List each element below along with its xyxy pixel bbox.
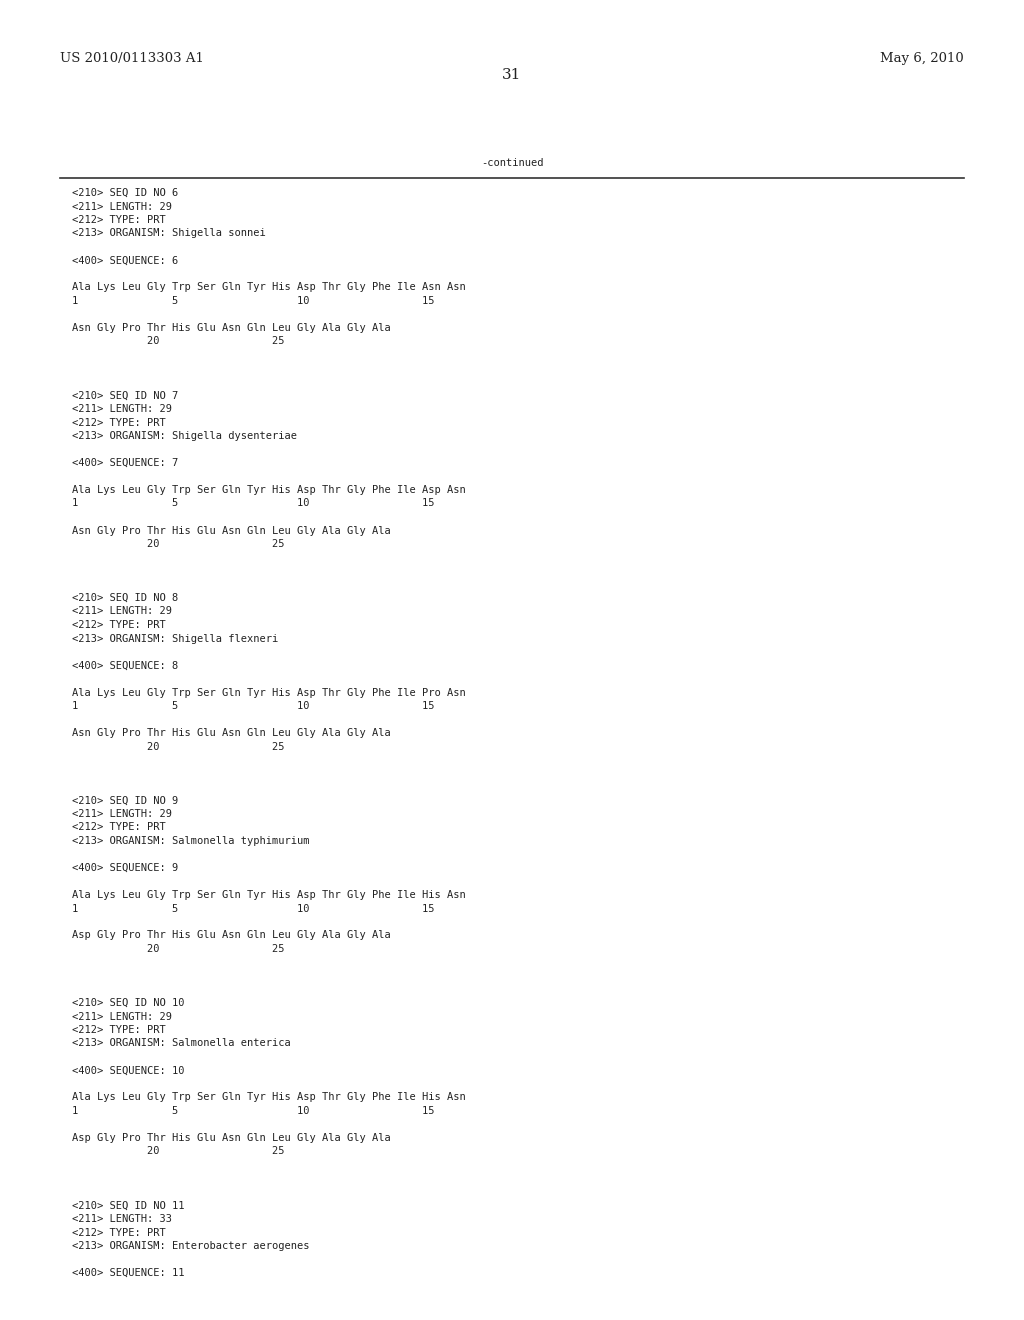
Text: <400> SEQUENCE: 10: <400> SEQUENCE: 10 (72, 1065, 184, 1076)
Text: Asp Gly Pro Thr His Glu Asn Gln Leu Gly Ala Gly Ala: Asp Gly Pro Thr His Glu Asn Gln Leu Gly … (72, 931, 391, 940)
Text: Ala Lys Leu Gly Trp Ser Gln Tyr His Asp Thr Gly Phe Ile His Asn: Ala Lys Leu Gly Trp Ser Gln Tyr His Asp … (72, 890, 466, 900)
Text: <212> TYPE: PRT: <212> TYPE: PRT (72, 417, 166, 428)
Text: Ala Lys Leu Gly Trp Ser Gln Tyr His Asp Thr Gly Phe Ile Pro Asn: Ala Lys Leu Gly Trp Ser Gln Tyr His Asp … (72, 688, 466, 697)
Text: Ala Lys Leu Gly Trp Ser Gln Tyr His Asp Thr Gly Phe Ile Asp Asn: Ala Lys Leu Gly Trp Ser Gln Tyr His Asp … (72, 484, 466, 495)
Text: <210> SEQ ID NO 6: <210> SEQ ID NO 6 (72, 187, 178, 198)
Text: <210> SEQ ID NO 8: <210> SEQ ID NO 8 (72, 593, 178, 603)
Text: 20                  25: 20 25 (72, 539, 285, 549)
Text: <211> LENGTH: 29: <211> LENGTH: 29 (72, 1011, 172, 1022)
Text: <212> TYPE: PRT: <212> TYPE: PRT (72, 1228, 166, 1238)
Text: 1               5                   10                  15: 1 5 10 15 (72, 903, 434, 913)
Text: <210> SEQ ID NO 9: <210> SEQ ID NO 9 (72, 796, 178, 805)
Text: <213> ORGANISM: Shigella dysenteriae: <213> ORGANISM: Shigella dysenteriae (72, 432, 297, 441)
Text: -continued: -continued (480, 158, 544, 168)
Text: <213> ORGANISM: Salmonella typhimurium: <213> ORGANISM: Salmonella typhimurium (72, 836, 309, 846)
Text: <211> LENGTH: 29: <211> LENGTH: 29 (72, 404, 172, 414)
Text: US 2010/0113303 A1: US 2010/0113303 A1 (60, 51, 204, 65)
Text: <400> SEQUENCE: 6: <400> SEQUENCE: 6 (72, 256, 178, 265)
Text: May 6, 2010: May 6, 2010 (881, 51, 964, 65)
Text: <213> ORGANISM: Salmonella enterica: <213> ORGANISM: Salmonella enterica (72, 1039, 291, 1048)
Text: <400> SEQUENCE: 9: <400> SEQUENCE: 9 (72, 863, 178, 873)
Text: <211> LENGTH: 33: <211> LENGTH: 33 (72, 1214, 172, 1224)
Text: 20                  25: 20 25 (72, 1147, 285, 1156)
Text: 31: 31 (503, 69, 521, 82)
Text: <211> LENGTH: 29: <211> LENGTH: 29 (72, 202, 172, 211)
Text: <212> TYPE: PRT: <212> TYPE: PRT (72, 822, 166, 833)
Text: 20                  25: 20 25 (72, 337, 285, 346)
Text: <211> LENGTH: 29: <211> LENGTH: 29 (72, 606, 172, 616)
Text: 1               5                   10                  15: 1 5 10 15 (72, 701, 434, 711)
Text: <210> SEQ ID NO 11: <210> SEQ ID NO 11 (72, 1200, 184, 1210)
Text: <213> ORGANISM: Shigella flexneri: <213> ORGANISM: Shigella flexneri (72, 634, 279, 644)
Text: Ala Lys Leu Gly Trp Ser Gln Tyr His Asp Thr Gly Phe Ile Asn Asn: Ala Lys Leu Gly Trp Ser Gln Tyr His Asp … (72, 282, 466, 293)
Text: <211> LENGTH: 29: <211> LENGTH: 29 (72, 809, 172, 818)
Text: <210> SEQ ID NO 7: <210> SEQ ID NO 7 (72, 391, 178, 400)
Text: <210> SEQ ID NO 10: <210> SEQ ID NO 10 (72, 998, 184, 1008)
Text: <400> SEQUENCE: 11: <400> SEQUENCE: 11 (72, 1269, 184, 1278)
Text: 1               5                   10                  15: 1 5 10 15 (72, 296, 434, 306)
Text: <400> SEQUENCE: 8: <400> SEQUENCE: 8 (72, 660, 178, 671)
Text: <212> TYPE: PRT: <212> TYPE: PRT (72, 1026, 166, 1035)
Text: 1               5                   10                  15: 1 5 10 15 (72, 1106, 434, 1115)
Text: Asp Gly Pro Thr His Glu Asn Gln Leu Gly Ala Gly Ala: Asp Gly Pro Thr His Glu Asn Gln Leu Gly … (72, 1133, 391, 1143)
Text: <213> ORGANISM: Shigella sonnei: <213> ORGANISM: Shigella sonnei (72, 228, 266, 239)
Text: Asn Gly Pro Thr His Glu Asn Gln Leu Gly Ala Gly Ala: Asn Gly Pro Thr His Glu Asn Gln Leu Gly … (72, 525, 391, 536)
Text: 20                  25: 20 25 (72, 742, 285, 751)
Text: <400> SEQUENCE: 7: <400> SEQUENCE: 7 (72, 458, 178, 469)
Text: Ala Lys Leu Gly Trp Ser Gln Tyr His Asp Thr Gly Phe Ile His Asn: Ala Lys Leu Gly Trp Ser Gln Tyr His Asp … (72, 1093, 466, 1102)
Text: <213> ORGANISM: Enterobacter aerogenes: <213> ORGANISM: Enterobacter aerogenes (72, 1241, 309, 1251)
Text: <212> TYPE: PRT: <212> TYPE: PRT (72, 215, 166, 224)
Text: Asn Gly Pro Thr His Glu Asn Gln Leu Gly Ala Gly Ala: Asn Gly Pro Thr His Glu Asn Gln Leu Gly … (72, 729, 391, 738)
Text: Asn Gly Pro Thr His Glu Asn Gln Leu Gly Ala Gly Ala: Asn Gly Pro Thr His Glu Asn Gln Leu Gly … (72, 323, 391, 333)
Text: 1               5                   10                  15: 1 5 10 15 (72, 499, 434, 508)
Text: <212> TYPE: PRT: <212> TYPE: PRT (72, 620, 166, 630)
Text: 20                  25: 20 25 (72, 944, 285, 954)
